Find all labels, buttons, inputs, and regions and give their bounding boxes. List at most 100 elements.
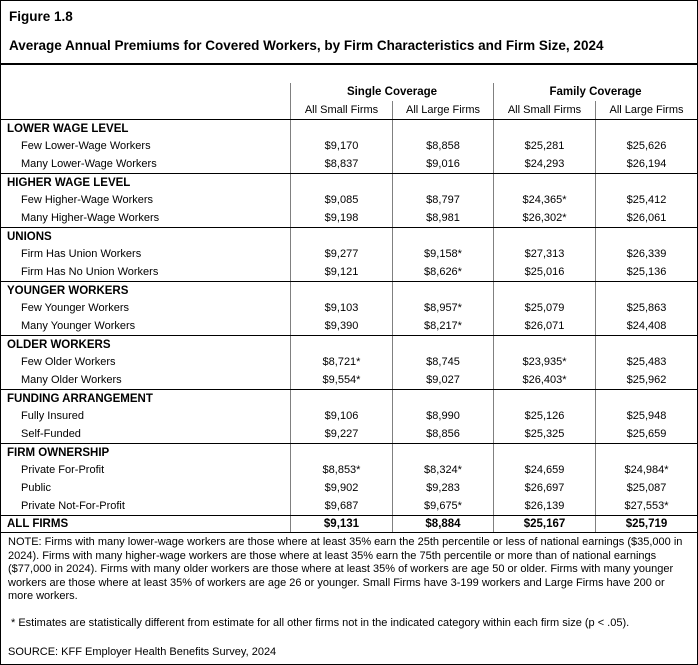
row-label: Private Not-For-Profit — [21, 500, 125, 512]
cell-value: $26,194 — [595, 155, 697, 173]
cell-empty — [595, 228, 697, 245]
row-label: Many Lower-Wage Workers — [21, 158, 157, 170]
cell-empty — [392, 120, 493, 137]
cell-empty — [493, 390, 595, 407]
row-label: Firm Has No Union Workers — [21, 266, 159, 278]
row-label: ALL FIRMS — [7, 518, 69, 530]
cell-empty — [290, 228, 392, 245]
cell-value: $8,626* — [392, 263, 493, 281]
cell-value: $25,079 — [493, 299, 595, 317]
cell-value: $9,283 — [392, 479, 493, 497]
cell-value: $25,167 — [493, 516, 595, 532]
cell-value: $8,797 — [392, 191, 493, 209]
row-label: Few Younger Workers — [21, 302, 130, 314]
cell-empty — [595, 390, 697, 407]
cell-empty — [290, 282, 392, 299]
cell-value: $8,217* — [392, 317, 493, 335]
section-row: UNIONS — [1, 227, 697, 245]
cell-value: $9,103 — [290, 299, 392, 317]
cell-value: $25,659 — [595, 425, 697, 443]
cell-value: $25,483 — [595, 353, 697, 371]
cell-value: $24,984* — [595, 461, 697, 479]
table-group-header-row: Single Coverage Family Coverage — [1, 83, 697, 101]
cell-value: $9,390 — [290, 317, 392, 335]
table-row: Many Older Workers $9,554* $9,027 $26,40… — [1, 371, 697, 389]
cell-empty — [392, 174, 493, 191]
row-label: Many Older Workers — [21, 374, 122, 386]
figure-title: Average Annual Premiums for Covered Work… — [9, 38, 604, 53]
footnotes-block: NOTE: Firms with many lower-wage workers… — [1, 533, 697, 660]
section-row: FUNDING ARRANGEMENT — [1, 389, 697, 407]
cell-empty — [493, 282, 595, 299]
title-block: Figure 1.8 Average Annual Premiums for C… — [1, 1, 697, 53]
cell-value: $24,365* — [493, 191, 595, 209]
table-row: Public $9,902 $9,283 $26,697 $25,087 — [1, 479, 697, 497]
cell-value: $26,339 — [595, 245, 697, 263]
table-row: Many Younger Workers $9,390 $8,217* $26,… — [1, 317, 697, 335]
cell-value: $25,626 — [595, 137, 697, 155]
row-label: Firm Has Union Workers — [21, 248, 142, 260]
cell-value: $9,170 — [290, 137, 392, 155]
section-label: UNIONS — [7, 230, 52, 243]
cell-value: $25,948 — [595, 407, 697, 425]
premiums-table: Single Coverage Family Coverage All Smal… — [1, 83, 697, 533]
cell-value: $9,554* — [290, 371, 392, 389]
cell-value: $25,719 — [595, 516, 697, 532]
cell-value: $8,884 — [392, 516, 493, 532]
cell-value: $8,745 — [392, 353, 493, 371]
corner-cell — [1, 83, 290, 101]
cell-empty — [290, 174, 392, 191]
cell-value: $25,016 — [493, 263, 595, 281]
cell-value: $24,408 — [595, 317, 697, 335]
cell-empty — [493, 336, 595, 353]
cell-value: $8,858 — [392, 137, 493, 155]
section-label: FIRM OWNERSHIP — [7, 446, 110, 459]
cell-empty — [290, 444, 392, 461]
cell-value: $9,085 — [290, 191, 392, 209]
row-label: Public — [21, 482, 51, 494]
cell-value: $8,957* — [392, 299, 493, 317]
column-header: All Large Firms — [595, 101, 697, 119]
cell-value: $25,281 — [493, 137, 595, 155]
cell-value: $26,061 — [595, 209, 697, 227]
section-label: OLDER WORKERS — [7, 338, 111, 351]
cell-value: $9,016 — [392, 155, 493, 173]
cell-value: $8,981 — [392, 209, 493, 227]
cell-value: $26,403* — [493, 371, 595, 389]
row-label: Few Higher-Wage Workers — [21, 194, 154, 206]
table-column-header-row: All Small Firms All Large Firms All Smal… — [1, 101, 697, 119]
cell-value: $24,659 — [493, 461, 595, 479]
cell-value: $25,412 — [595, 191, 697, 209]
cell-value: $25,325 — [493, 425, 595, 443]
cell-empty — [392, 390, 493, 407]
note-text: NOTE: Firms with many lower-wage workers… — [8, 536, 683, 602]
cell-value: $25,863 — [595, 299, 697, 317]
column-header: All Large Firms — [392, 101, 493, 119]
table-row: Few Older Workers $8,721* $8,745 $23,935… — [1, 353, 697, 371]
column-header: All Small Firms — [290, 101, 392, 119]
cell-empty — [392, 282, 493, 299]
cell-value: $25,136 — [595, 263, 697, 281]
row-label: Fully Insured — [21, 410, 84, 422]
cell-value: $9,131 — [290, 516, 392, 532]
cell-empty — [493, 444, 595, 461]
cell-empty — [595, 336, 697, 353]
table-row: Firm Has No Union Workers $9,121 $8,626*… — [1, 263, 697, 281]
cell-value: $26,139 — [493, 497, 595, 515]
section-row: FIRM OWNERSHIP — [1, 443, 697, 461]
row-label: Few Lower-Wage Workers — [21, 140, 151, 152]
table-row: Many Lower-Wage Workers $8,837 $9,016 $2… — [1, 155, 697, 173]
cell-value: $24,293 — [493, 155, 595, 173]
cell-value: $9,687 — [290, 497, 392, 515]
title-divider — [1, 63, 697, 65]
cell-value: $8,324* — [392, 461, 493, 479]
section-label: LOWER WAGE LEVEL — [7, 122, 129, 135]
row-label: Self-Funded — [21, 428, 81, 440]
cell-empty — [595, 444, 697, 461]
section-row: LOWER WAGE LEVEL — [1, 119, 697, 137]
cell-value: $27,313 — [493, 245, 595, 263]
cell-value: $9,106 — [290, 407, 392, 425]
section-row: HIGHER WAGE LEVEL — [1, 173, 697, 191]
group-header-family-coverage: Family Coverage — [493, 83, 697, 101]
